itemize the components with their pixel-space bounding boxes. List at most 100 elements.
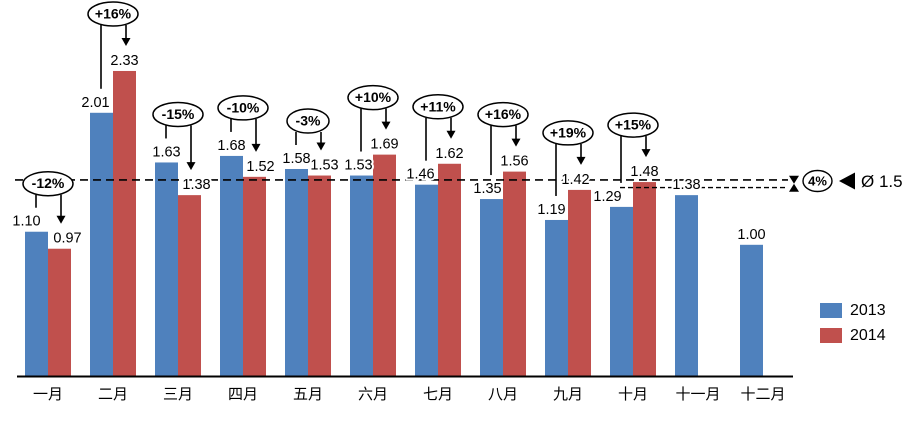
legend-swatch-2013	[820, 303, 842, 318]
value-label-2014-5: 1.53	[310, 158, 338, 174]
value-label-2014-3: 1.38	[182, 177, 210, 193]
x-axis-label-8: 八月	[488, 386, 518, 403]
bar-2013-10[interactable]	[610, 206, 633, 376]
pct-change-label-4: -10%	[227, 99, 260, 115]
pct-change-badge-7	[412, 94, 464, 120]
bar-2013-9[interactable]	[545, 219, 568, 376]
pct-change-label-6: +10%	[355, 89, 392, 105]
value-label-2013-1: 1.10	[12, 214, 40, 230]
value-label-2014-1: 0.97	[53, 231, 81, 247]
x-axis-label-1: 一月	[33, 386, 63, 403]
pct-change-badge-10	[607, 112, 659, 138]
value-label-2013-4: 1.68	[217, 138, 245, 154]
legend-label-2013: 2013	[850, 302, 886, 319]
pct-change-badge-8	[477, 101, 529, 128]
value-label-2014-9: 1.42	[561, 172, 589, 188]
bar-2013-11[interactable]	[675, 195, 698, 376]
value-label-2014-8: 1.56	[500, 154, 528, 170]
down-arrow-icon-8	[511, 138, 521, 147]
gap-marker-bottom-icon	[789, 183, 799, 192]
down-arrow-icon-9	[576, 156, 586, 165]
down-arrow-icon-2	[121, 37, 131, 46]
x-axis-label-3: 三月	[163, 386, 193, 403]
pct-change-label-5: -3%	[296, 112, 321, 128]
bar-2014-5[interactable]	[308, 175, 331, 376]
value-label-2013-7: 1.46	[406, 167, 434, 183]
value-label-2014-6: 1.69	[370, 137, 398, 153]
pct-change-badge-1	[22, 170, 74, 197]
bar-2013-2[interactable]	[90, 112, 113, 376]
bar-2014-10[interactable]	[633, 182, 656, 376]
down-arrow-icon-7	[446, 130, 456, 139]
bar-2014-9[interactable]	[568, 189, 591, 376]
bar-2014-7[interactable]	[438, 163, 461, 376]
gap-percent-label: 4%	[808, 174, 827, 189]
x-axis-label-9: 九月	[553, 386, 583, 403]
pct-change-badge-5	[286, 108, 330, 134]
down-arrow-icon-4	[251, 143, 261, 152]
pct-change-badge-6	[347, 84, 399, 111]
pct-change-label-1: -12%	[32, 175, 65, 191]
pct-change-label-9: +19%	[550, 124, 587, 140]
legend-item-2014[interactable]: 2014	[820, 327, 886, 344]
gap-percent-badge	[802, 169, 833, 193]
x-axis-label-4: 四月	[228, 386, 258, 403]
value-label-2013-3: 1.63	[152, 144, 180, 160]
bar-2013-3[interactable]	[155, 162, 178, 376]
pct-change-badge-4	[217, 95, 269, 121]
value-label-2014-7: 1.62	[435, 146, 463, 162]
pct-change-label-8: +16%	[485, 106, 522, 122]
x-axis-label-7: 七月	[423, 386, 453, 403]
bar-2014-3[interactable]	[178, 195, 201, 376]
value-label-2013-2: 2.01	[81, 95, 109, 111]
legend-item-2013[interactable]: 2013	[820, 302, 886, 319]
pct-change-badge-9	[542, 120, 594, 146]
down-arrow-icon-3	[186, 162, 196, 171]
gap-marker-top-icon	[789, 175, 799, 184]
bar-2014-4[interactable]	[243, 176, 266, 376]
x-axis-label-10: 十月	[618, 386, 648, 403]
legend-swatch-2014	[820, 328, 842, 343]
bar-2014-6[interactable]	[373, 154, 396, 376]
value-label-2013-6: 1.53	[344, 158, 372, 174]
down-arrow-icon-5	[316, 142, 326, 151]
x-axis-label-12: 十二月	[740, 386, 785, 403]
value-label-2013-5: 1.58	[282, 151, 310, 167]
value-label-2013-11: 1.38	[672, 177, 700, 193]
left-pointer-icon	[839, 172, 855, 190]
bar-2013-5[interactable]	[285, 168, 308, 376]
x-axis-label-6: 六月	[358, 386, 388, 403]
pct-change-label-7: +11%	[420, 98, 456, 114]
value-label-2014-10: 1.48	[630, 164, 658, 180]
x-axis-label-2: 二月	[98, 386, 128, 403]
value-label-2014-4: 1.52	[246, 159, 274, 175]
bar-2013-1[interactable]	[25, 231, 48, 376]
pct-change-badge-3	[152, 101, 204, 128]
bar-2013-7[interactable]	[415, 184, 438, 376]
bar-2013-6[interactable]	[350, 175, 373, 376]
x-axis-label-11: 十一月	[675, 386, 720, 403]
value-label-2013-8: 1.35	[473, 181, 501, 197]
down-arrow-icon-10	[641, 149, 651, 158]
pct-change-badge-2	[87, 1, 139, 27]
legend-label-2014: 2014	[850, 327, 886, 344]
bar-2014-2[interactable]	[113, 70, 136, 376]
bar-2013-12[interactable]	[740, 244, 763, 376]
legend: 2013 2014	[820, 302, 886, 344]
value-label-2014-2: 2.33	[110, 53, 138, 69]
bar-2014-8[interactable]	[503, 171, 526, 376]
x-axis-label-5: 五月	[293, 386, 323, 403]
value-label-2013-12: 1.00	[737, 227, 765, 243]
bar-2013-4[interactable]	[220, 155, 243, 376]
value-label-2013-9: 1.19	[537, 202, 565, 218]
pct-change-label-2: +16%	[95, 6, 132, 22]
pct-change-label-3: -15%	[162, 106, 195, 122]
bar-2014-1[interactable]	[48, 248, 71, 376]
down-arrow-icon-1	[56, 215, 66, 224]
value-label-2013-10: 1.29	[593, 189, 621, 205]
pct-change-label-10: +15%	[615, 117, 652, 133]
bar-2013-8[interactable]	[480, 199, 503, 376]
down-arrow-icon-6	[381, 121, 391, 130]
